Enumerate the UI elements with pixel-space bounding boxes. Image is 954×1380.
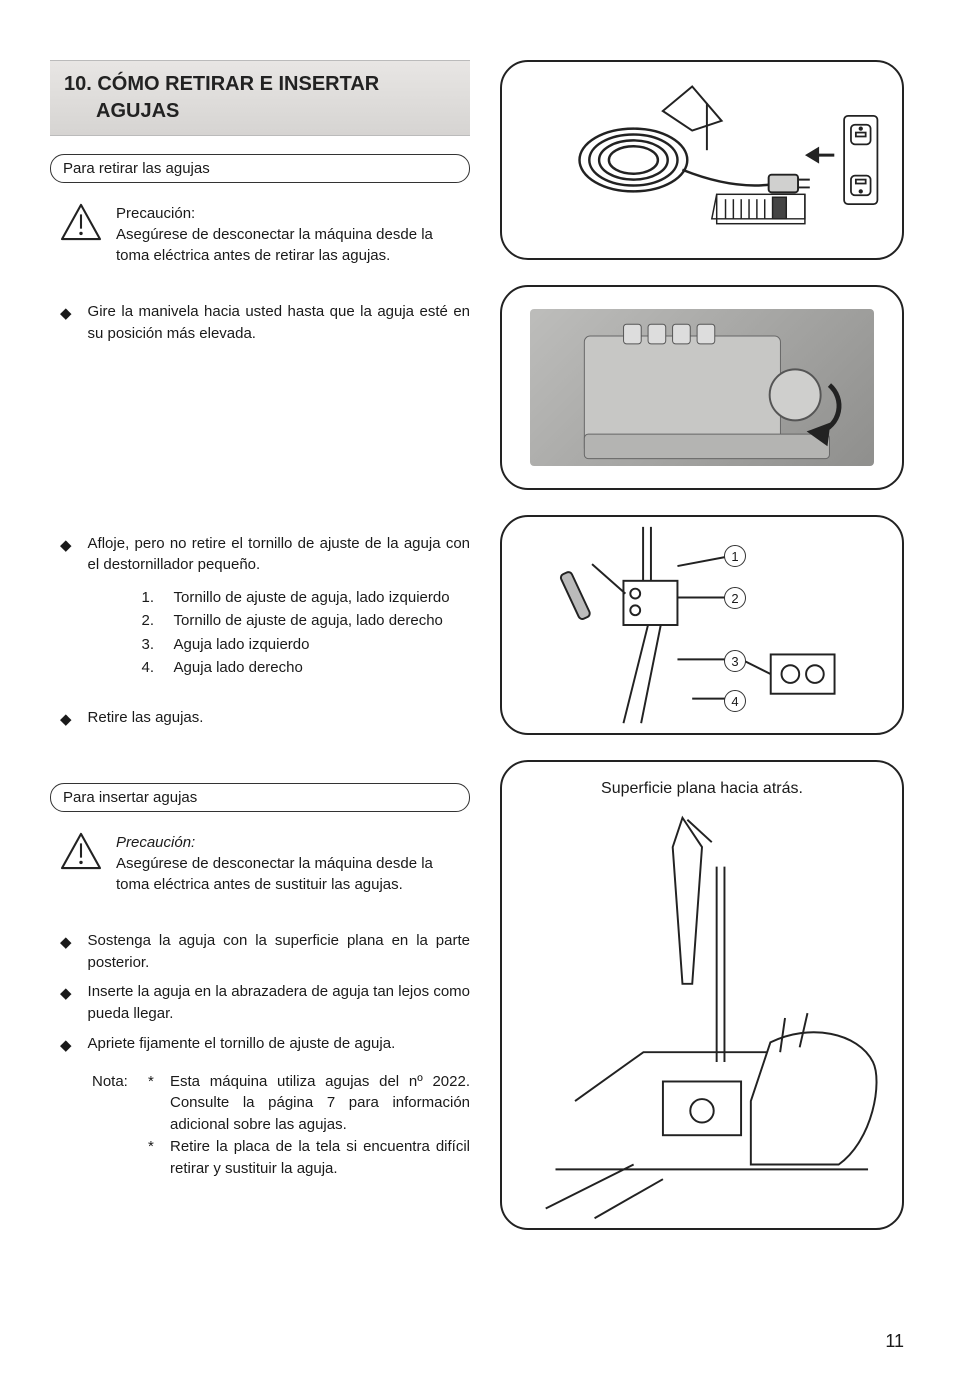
note-text: Esta máquina utiliza agujas del nº 2022.…	[170, 1071, 470, 1136]
caution-text: Asegúrese de desconectar la máquina desd…	[116, 226, 433, 264]
figure-machine-photo	[500, 285, 904, 490]
bullet-item: ◆ Gire la manivela hacia usted hasta que…	[60, 301, 470, 345]
numbered-list: 1. Tornillo de ajuste de aguja, lado izqu…	[88, 586, 470, 679]
bullet-text: Retire las agujas.	[88, 707, 204, 731]
caution-label: Precaución:	[116, 834, 195, 851]
figure-unplug	[500, 60, 904, 260]
note-block: Nota: * Esta máquina utiliza agujas del …	[50, 1071, 470, 1180]
subheader-remove: Para retirar las agujas	[50, 154, 470, 183]
list-text: Aguja lado derecho	[174, 656, 303, 679]
subheader-insert: Para insertar agujas	[50, 783, 470, 812]
caution-text: Asegúrese de desconectar la máquina desd…	[116, 855, 433, 893]
bullet-item: ◆ Sostenga la aguja con la superficie pl…	[60, 930, 470, 974]
figure-caption: Superficie plana hacia atrás.	[502, 780, 902, 798]
list-num: 2.	[142, 609, 162, 632]
bullet-text: Sostenga la aguja con la superficie plan…	[88, 930, 470, 974]
bullet-item: ◆ Retire las agujas.	[60, 707, 470, 731]
warning-icon	[60, 203, 102, 241]
section-title-line2: AGUJAS	[64, 98, 456, 125]
callout-3: 3	[724, 650, 746, 672]
section-title-box: 10. CÓMO RETIRAR E INSERTAR AGUJAS	[50, 60, 470, 136]
bullet-icon: ◆	[60, 301, 72, 345]
note-star-icon: *	[148, 1071, 162, 1136]
caution-label: Precaución:	[116, 205, 195, 222]
figure-insert-needle: Superficie plana hacia atrás.	[500, 760, 904, 1230]
callout-2: 2	[724, 587, 746, 609]
list-num: 4.	[142, 656, 162, 679]
warning-icon	[60, 832, 102, 870]
bullet-icon: ◆	[60, 930, 72, 974]
bullet-icon: ◆	[60, 707, 72, 731]
list-num: 1.	[142, 586, 162, 609]
note-text: Retire la placa de la tela si encuentra …	[170, 1136, 470, 1180]
bullet-text: Inserte la aguja en la abrazadera de agu…	[88, 981, 470, 1025]
list-num: 3.	[142, 633, 162, 656]
caution-remove: Precaución: Asegúrese de desconectar la …	[50, 203, 470, 266]
bullet-item: ◆ Afloje, pero no retire el tornillo de …	[60, 533, 470, 680]
note-star-icon: *	[148, 1136, 162, 1180]
bullet-text: Gire la manivela hacia usted hasta que l…	[88, 301, 470, 345]
list-text: Aguja lado izquierdo	[174, 633, 310, 656]
list-text: Tornillo de ajuste de aguja, lado izquie…	[174, 586, 450, 609]
bullet-text: Afloje, pero no retire el tornillo de aj…	[88, 535, 470, 574]
note-label: Nota:	[92, 1071, 140, 1136]
section-title-line1: 10. CÓMO RETIRAR E INSERTAR	[64, 73, 379, 95]
bullet-icon: ◆	[60, 1033, 72, 1057]
list-text: Tornillo de ajuste de aguja, lado derech…	[174, 609, 443, 632]
callout-1: 1	[724, 545, 746, 567]
bullet-icon: ◆	[60, 533, 72, 680]
bullet-item: ◆ Inserte la aguja en la abrazadera de a…	[60, 981, 470, 1025]
callout-4: 4	[724, 690, 746, 712]
bullet-icon: ◆	[60, 981, 72, 1025]
bullet-item: ◆ Apriete fijamente el tornillo de ajust…	[60, 1033, 470, 1057]
caution-insert: Precaución: Asegúrese de desconectar la …	[50, 832, 470, 895]
page-number: 11	[885, 1331, 904, 1352]
figure-needle-clamp: 1 2 3 4	[500, 515, 904, 735]
bullet-text: Apriete fijamente el tornillo de ajuste …	[88, 1033, 396, 1057]
